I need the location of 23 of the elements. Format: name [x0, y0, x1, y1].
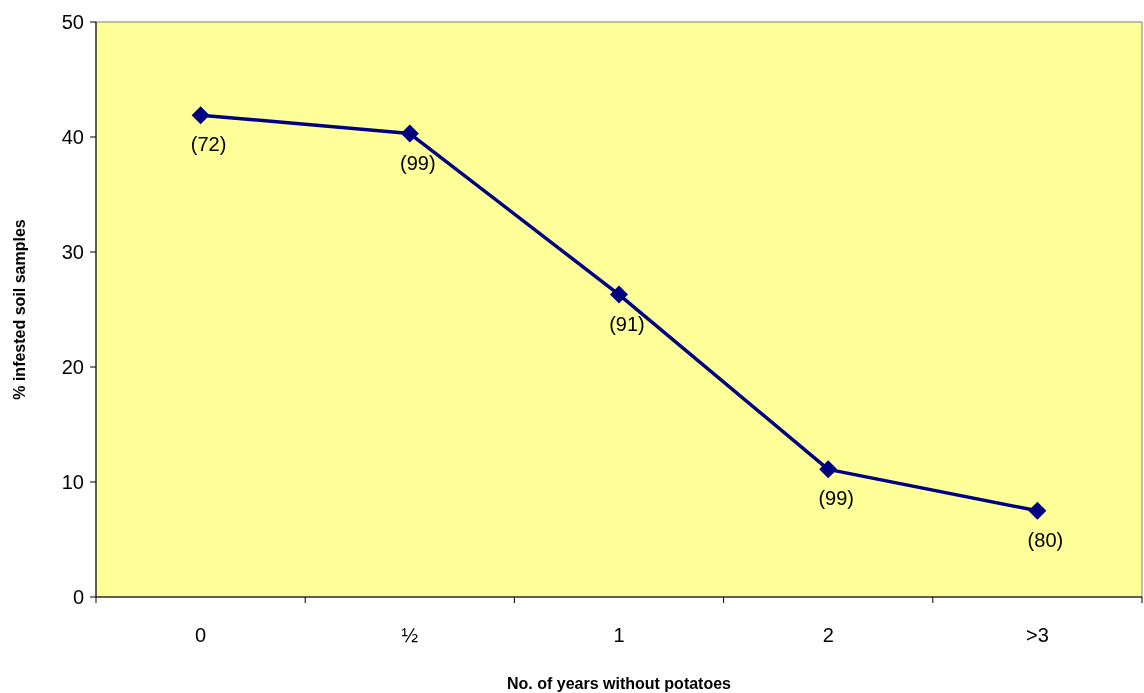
point — [1028, 501, 1047, 520]
y-tick-label: 50 — [61, 11, 84, 33]
x-tick-label: 0 — [195, 624, 207, 646]
x-tick-label: >3 — [1025, 624, 1049, 646]
point — [610, 285, 628, 304]
y-axis-title: % infested soil samples — [11, 219, 28, 400]
x-axis-title: No. of years without potatoes — [506, 675, 732, 692]
annotation: (91) — [609, 312, 645, 335]
point — [400, 124, 419, 143]
y-tick-label: 40 — [61, 126, 84, 148]
x-tick-label: 2 — [822, 624, 834, 646]
y-tick-label: 10 — [61, 471, 84, 493]
annotation: (80) — [1027, 528, 1064, 551]
y-tick-label: 0 — [72, 586, 84, 608]
point — [819, 460, 838, 479]
x-tick-label: ½ — [401, 624, 419, 646]
annotation: (99) — [818, 487, 854, 510]
annotation: (99) — [400, 151, 436, 174]
y-tick-label: 30 — [61, 241, 84, 263]
x-tick-label: 1 — [613, 624, 625, 646]
annotation: (72) — [190, 133, 227, 156]
y-tick-label: 20 — [61, 356, 84, 378]
point — [191, 106, 210, 125]
